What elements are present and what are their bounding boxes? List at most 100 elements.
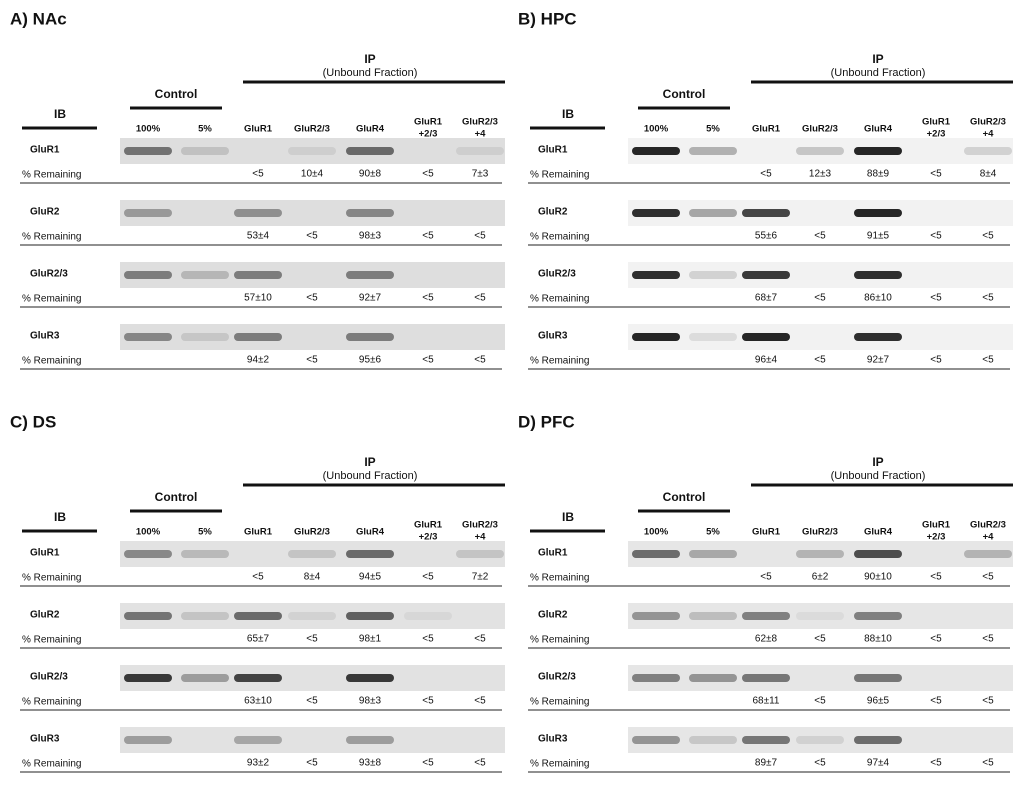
row-name: GluR3: [538, 734, 568, 745]
remaining-value: <5: [422, 634, 434, 645]
remaining-value: <5: [474, 293, 486, 304]
row-label: % Remaining: [530, 294, 589, 305]
blot-band: [632, 271, 680, 279]
column-label: 100%: [136, 527, 161, 538]
blot-band: [124, 147, 172, 155]
blot-band: [854, 271, 902, 279]
row-label: % Remaining: [22, 635, 81, 646]
remaining-value: <5: [474, 758, 486, 769]
remaining-value: <5: [814, 696, 826, 707]
blot-band: [854, 147, 902, 155]
blot-band: [689, 612, 737, 620]
remaining-value: <5: [422, 572, 434, 583]
blot-band: [742, 209, 790, 217]
control-header: Control: [663, 87, 706, 101]
blot-band: [234, 612, 282, 620]
blot-band: [854, 333, 902, 341]
blot-band: [124, 333, 172, 341]
remaining-value: <5: [306, 231, 318, 242]
remaining-value: 55±6: [755, 231, 778, 242]
blot-band: [742, 333, 790, 341]
blot-band: [181, 271, 229, 279]
row-name: GluR2: [538, 207, 568, 218]
blot-strip: [628, 262, 1013, 288]
blot-band: [632, 209, 680, 217]
remaining-value: 68±7: [755, 293, 778, 304]
blot-band: [346, 550, 394, 558]
blot-band: [346, 612, 394, 620]
remaining-value: <5: [930, 696, 942, 707]
blot-strip: [120, 665, 505, 691]
blot-band: [234, 674, 282, 682]
remaining-value: <5: [930, 231, 942, 242]
column-label: +2/3: [927, 532, 946, 543]
column-label: 100%: [644, 527, 669, 538]
remaining-value: 94±2: [247, 355, 270, 366]
remaining-value: <5: [422, 169, 434, 180]
row-label: % Remaining: [530, 232, 589, 243]
blot-band: [234, 209, 282, 217]
blot-band: [689, 674, 737, 682]
remaining-value: 62±8: [755, 634, 778, 645]
column-label: +2/3: [419, 129, 438, 140]
remaining-value: <5: [474, 634, 486, 645]
figure: A) NAcIP(Unbound Fraction)ControlIB100%5…: [0, 0, 1015, 806]
blot-band: [181, 674, 229, 682]
blot-band: [632, 612, 680, 620]
row-label: % Remaining: [22, 170, 81, 181]
row-label: % Remaining: [22, 294, 81, 305]
column-label: 5%: [198, 124, 212, 135]
blot-band: [124, 612, 172, 620]
remaining-value: <5: [422, 758, 434, 769]
panel-title: B) HPC: [518, 9, 577, 28]
blot-band: [181, 333, 229, 341]
row-name: GluR2/3: [30, 269, 68, 280]
remaining-value: 68±11: [753, 696, 780, 707]
column-label: +4: [475, 129, 487, 140]
column-label: GluR1: [414, 520, 443, 531]
blot-band: [234, 333, 282, 341]
blot-band: [346, 271, 394, 279]
blot-strip: [120, 727, 505, 753]
column-label: GluR2/3: [970, 117, 1006, 128]
column-label: +4: [983, 532, 995, 543]
row-name: GluR1: [538, 145, 568, 156]
blot-band: [854, 209, 902, 217]
remaining-value: <5: [814, 634, 826, 645]
remaining-value: <5: [306, 696, 318, 707]
row-label: % Remaining: [22, 573, 81, 584]
row-name: GluR1: [30, 145, 60, 156]
remaining-value: <5: [814, 231, 826, 242]
remaining-value: 93±2: [247, 758, 270, 769]
remaining-value: 88±9: [867, 169, 890, 180]
remaining-value: 96±5: [867, 696, 890, 707]
remaining-value: 98±1: [359, 634, 382, 645]
blot-band: [854, 550, 902, 558]
blot-band: [632, 550, 680, 558]
remaining-value: <5: [474, 696, 486, 707]
remaining-value: <5: [306, 293, 318, 304]
remaining-value: 90±8: [359, 169, 382, 180]
column-label: GluR1: [244, 527, 273, 538]
remaining-value: <5: [930, 572, 942, 583]
column-label: GluR2/3: [294, 527, 330, 538]
row-name: GluR1: [30, 548, 60, 559]
row-label: % Remaining: [530, 573, 589, 584]
remaining-value: 86±10: [864, 293, 892, 304]
remaining-value: <5: [930, 293, 942, 304]
remaining-value: 98±3: [359, 696, 382, 707]
remaining-value: 92±7: [359, 293, 382, 304]
blot-band: [346, 674, 394, 682]
row-name: GluR2: [538, 610, 568, 621]
remaining-value: <5: [814, 355, 826, 366]
ip-subheader: (Unbound Fraction): [831, 470, 926, 482]
remaining-value: 93±8: [359, 758, 382, 769]
remaining-value: 12±3: [809, 169, 832, 180]
column-label: GluR2/3: [802, 527, 838, 538]
remaining-value: 65±7: [247, 634, 270, 645]
blot-band: [234, 271, 282, 279]
blot-band: [288, 550, 336, 558]
ip-subheader: (Unbound Fraction): [831, 67, 926, 79]
remaining-value: <5: [982, 758, 994, 769]
